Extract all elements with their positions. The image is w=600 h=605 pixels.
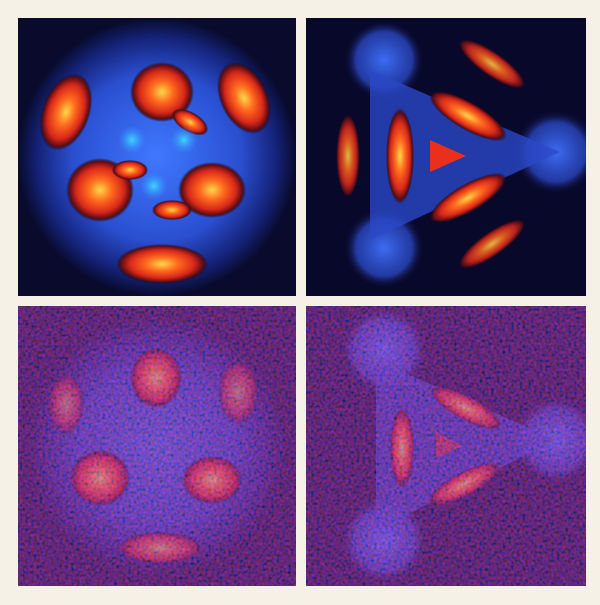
bar-red — [386, 108, 414, 204]
lobe-red — [112, 160, 148, 180]
triangle-red — [430, 140, 466, 172]
lobe-red — [39, 73, 93, 151]
spot-cyan — [118, 126, 146, 154]
noise — [306, 306, 586, 586]
lobe-blue — [344, 208, 424, 288]
panel-simulated-a — [18, 18, 296, 296]
bar-red — [458, 219, 526, 269]
lobe-red — [171, 108, 209, 136]
triangle-blue — [370, 70, 560, 240]
lobe-red — [178, 162, 246, 218]
lobe-red — [116, 244, 208, 284]
spot-cyan — [140, 172, 168, 200]
bar-red — [429, 172, 507, 224]
bar-red — [336, 114, 360, 198]
bar-red — [458, 39, 526, 89]
lobe-red — [130, 62, 194, 122]
bar-red — [429, 90, 507, 142]
lobe-blue — [344, 20, 424, 100]
spot-cyan — [170, 126, 198, 154]
noise — [18, 306, 296, 586]
lobe-red — [216, 62, 272, 134]
panel-measured-a — [18, 306, 296, 586]
panel-measured-b — [306, 306, 586, 586]
panel-simulated-b — [306, 18, 586, 296]
lobe-red — [152, 200, 192, 220]
